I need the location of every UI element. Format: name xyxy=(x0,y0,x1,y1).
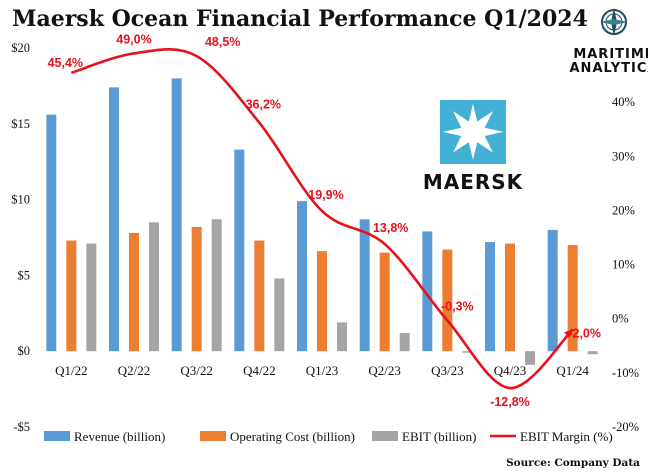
legend-revenue-label: Revenue (billion) xyxy=(74,429,165,444)
margin-line-arrowhead xyxy=(564,329,573,338)
right-tick-label: -20% xyxy=(612,420,639,434)
right-tick-label: -10% xyxy=(612,366,639,380)
ebit-bar xyxy=(525,351,535,365)
ebit-bar xyxy=(462,351,473,353)
category-label: Q1/24 xyxy=(556,363,589,378)
legend-revenue-swatch xyxy=(44,431,70,441)
left-tick-label: $10 xyxy=(11,193,30,207)
ebit-bar xyxy=(149,222,159,352)
legend-cost-label: Operating Cost (billion) xyxy=(230,429,355,444)
legend-cost-swatch xyxy=(200,431,226,441)
margin-data-label: 19,9% xyxy=(308,188,343,202)
margin-data-label: -2,0% xyxy=(568,327,601,341)
revenue-bar xyxy=(547,229,558,352)
margin-line-series: 45,4% 49,0% 48,5% 36,2% 19,9% 13,8% -0,3% -12,8… xyxy=(48,32,601,409)
maersk-star-icon xyxy=(442,103,504,160)
margin-data-label: 13,8% xyxy=(373,221,408,235)
right-tick-label: 40% xyxy=(612,95,635,109)
category-label: Q4/22 xyxy=(243,363,276,378)
cost-bar xyxy=(129,232,139,352)
margin-line xyxy=(70,48,574,390)
revenue-bar xyxy=(359,219,370,352)
cost-bar xyxy=(442,249,453,352)
revenue-bar xyxy=(485,242,495,352)
compass-icon xyxy=(600,8,628,36)
margin-data-label: 45,4% xyxy=(48,56,83,70)
revenue-bar xyxy=(46,114,57,352)
category-label: Q1/22 xyxy=(55,363,88,378)
legend-ebit-label: EBIT (billion) xyxy=(402,429,477,444)
maersk-logo: MAERSK xyxy=(423,100,524,194)
margin-data-label: 49,0% xyxy=(116,32,151,46)
source-note: Source: Company Data xyxy=(506,457,640,469)
right-tick-label: 20% xyxy=(612,203,635,217)
margin-data-label: -12,8% xyxy=(490,395,530,409)
revenue-bar xyxy=(171,78,182,352)
left-tick-label: $15 xyxy=(11,117,30,131)
left-tick-label: $0 xyxy=(18,344,31,358)
chart-title: Maersk Ocean Financial Performance Q1/20… xyxy=(12,6,588,32)
margin-data-label: -0,3% xyxy=(441,299,474,313)
legend-ebit-swatch xyxy=(372,431,398,441)
category-label: Q3/23 xyxy=(431,363,464,378)
left-tick-label: $20 xyxy=(11,41,30,55)
right-tick-label: 0% xyxy=(612,312,629,326)
maersk-logo-text: MAERSK xyxy=(423,170,524,194)
cost-bar xyxy=(317,251,327,352)
category-axis: Q1/22 Q2/22 Q3/22 Q4/22 Q1/23 Q2/23 Q3/23 Q4/23… xyxy=(55,363,589,378)
ebit-bar xyxy=(86,243,97,352)
right-tick-label: 30% xyxy=(612,149,635,163)
ebit-bar xyxy=(274,278,285,352)
maritime-analytica-brand: MARITIME ANALYTICA xyxy=(570,8,648,76)
margin-data-label: 36,2% xyxy=(246,98,281,112)
revenue-bar xyxy=(234,149,245,352)
cost-bar xyxy=(505,243,515,352)
ebit-bar xyxy=(399,333,410,352)
bar-series xyxy=(46,78,598,365)
revenue-bar xyxy=(297,201,307,352)
margin-data-label: 48,5% xyxy=(205,35,240,49)
cost-bar xyxy=(567,245,578,352)
right-tick-label: 10% xyxy=(612,258,635,272)
left-tick-label: -$5 xyxy=(13,420,30,434)
legend: Revenue (billion) Operating Cost (billion… xyxy=(44,429,613,444)
brand-line-2: ANALYTICA xyxy=(570,61,648,76)
legend-margin-label: EBIT Margin (%) xyxy=(520,429,613,444)
category-label: Q3/22 xyxy=(180,363,213,378)
ebit-bar xyxy=(337,322,347,352)
right-axis: -20% -10% 0% 10% 20% 30% 40% xyxy=(612,95,639,434)
left-tick-label: $5 xyxy=(18,268,31,282)
cost-bar xyxy=(254,240,265,352)
cost-bar xyxy=(66,240,77,352)
category-label: Q2/23 xyxy=(368,363,401,378)
category-label: Q2/22 xyxy=(118,363,151,378)
revenue-bar xyxy=(422,231,433,352)
category-label: Q1/23 xyxy=(306,363,339,378)
ebit-bar xyxy=(211,219,222,352)
cost-bar xyxy=(191,226,202,352)
ebit-bar xyxy=(587,351,598,355)
category-label: Q4/23 xyxy=(494,363,527,378)
brand-line-1: MARITIME xyxy=(573,47,648,62)
revenue-bar xyxy=(109,87,119,352)
cost-bar xyxy=(379,252,390,352)
left-axis: -$5 $0 $5 $10 $15 $20 xyxy=(11,41,30,434)
